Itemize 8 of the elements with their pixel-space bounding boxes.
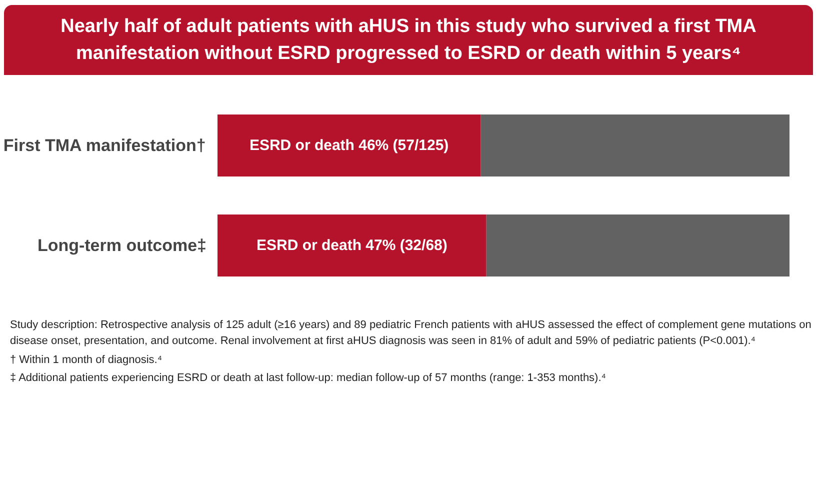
text: Study description: Retrospective analysis of 125 adult (≥16 years) and 89 pediatric French patients with aHUS assessed the effect of complement gene mutations on disease onset, presentation, and outcome. Renal involvement at first aHUS diagnosis was seen in 81% of adult and 59% of pediatric patients (P<0.001).⁴ [10, 318, 812, 349]
text: ‡ Additional patients experiencing ESRD or death at last follow-up: median follow-up of 57 months (range: 1-353 months).⁴ [10, 371, 608, 386]
data-label: ESRD or death 46% (57/125) [249, 137, 449, 154]
data-label: ESRD or death 47% (32/68) [256, 237, 448, 254]
y-tick-label: Long-term outcome‡ [37, 236, 206, 256]
chart-title: Nearly half of adult patients with aHUS in this study who survived a first TMA manifestation without ESRD progressed to ESRD or death within 5 years⁴ [60, 15, 758, 66]
text: † Within 1 month of diagnosis.⁴ [10, 352, 164, 368]
y-tick-label: First TMA manifestation† [3, 136, 206, 156]
